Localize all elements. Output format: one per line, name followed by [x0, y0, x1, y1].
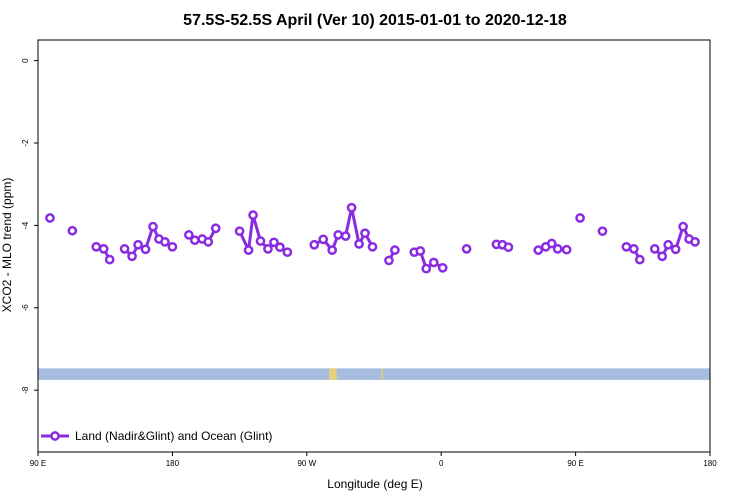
legend: Land (Nadir&Glint) and Ocean (Glint): [41, 429, 272, 443]
x-tick-label: 90 E: [567, 459, 583, 468]
data-point: [690, 237, 700, 247]
data-point: [428, 257, 439, 268]
data-point: [621, 241, 632, 252]
data-point: [282, 247, 293, 258]
ocean-band: [38, 368, 710, 380]
data-point: [663, 239, 674, 250]
y-tick-label: -4: [21, 221, 30, 229]
data-point: [384, 255, 394, 266]
y-tick-label: -6: [21, 304, 30, 312]
legend-label: Land (Nadir&Glint) and Ocean (Glint): [75, 429, 272, 443]
data-point: [503, 242, 514, 253]
x-tick-label: 180: [703, 459, 717, 468]
data-point: [318, 234, 329, 245]
y-axis-label: XCO2 - MLO trend (ppm): [0, 178, 14, 313]
y-axis: 0 -2 -4 -6 -8: [21, 58, 38, 394]
data-point: [346, 202, 357, 213]
data-point: [203, 237, 214, 247]
data-point: [367, 241, 378, 252]
data-point: [67, 225, 78, 236]
data-point: [461, 244, 472, 254]
data-point: [243, 245, 254, 255]
data-point: [248, 210, 258, 220]
data-point: [167, 241, 178, 252]
data-point: [415, 246, 426, 256]
y-tick-label: -8: [21, 386, 30, 394]
legend-marker: [50, 431, 60, 441]
data-point: [255, 236, 266, 246]
data-point: [140, 244, 151, 255]
data-point: [546, 238, 557, 249]
data-point: [160, 237, 170, 247]
data-point: [561, 244, 572, 255]
data-point: [575, 213, 585, 223]
land-ocean-strip: [38, 368, 710, 380]
land-patch: [329, 368, 337, 380]
data-point: [234, 226, 245, 237]
data-point: [597, 226, 608, 237]
data-point: [421, 263, 432, 274]
series-layer: [45, 202, 700, 274]
chart-title: 57.5S-52.5S April (Ver 10) 2015-01-01 to…: [183, 12, 567, 29]
x-tick-label: 0: [439, 459, 444, 468]
data-point: [148, 221, 158, 232]
data-point: [104, 254, 115, 265]
plot-frame: [37, 39, 711, 453]
data-point: [119, 244, 130, 254]
data-point: [183, 230, 194, 240]
data-point: [390, 245, 400, 255]
x-tick-label: 180: [166, 459, 180, 468]
data-point: [263, 244, 273, 254]
x-tick-label: 90 W: [297, 459, 316, 468]
data-point: [309, 239, 320, 250]
data-point: [670, 244, 681, 255]
data-point: [327, 245, 338, 255]
data-point: [269, 237, 279, 248]
data-point: [127, 251, 137, 262]
x-axis: 90 E 180 90 W 0 90 E 180: [30, 452, 717, 468]
data-point: [657, 251, 668, 262]
data-point: [634, 254, 645, 265]
y-tick-label: 0: [21, 58, 30, 63]
data-point: [678, 221, 688, 232]
y-tick-label: -2: [21, 139, 30, 147]
data-point: [649, 244, 660, 254]
data-point: [333, 230, 344, 240]
x-axis-label: Longitude (deg E): [327, 477, 422, 491]
x-tick-label: 90 E: [30, 459, 46, 468]
data-point: [189, 235, 200, 246]
data-point: [552, 244, 563, 254]
data-point: [628, 244, 639, 254]
data-point: [98, 244, 109, 254]
data-point: [533, 245, 544, 255]
land-patch: [381, 368, 383, 380]
data-point: [275, 242, 285, 253]
data-point: [360, 228, 370, 239]
data-point: [210, 223, 221, 234]
data-point: [133, 239, 143, 250]
data-point: [340, 231, 351, 241]
data-point: [91, 241, 102, 252]
data-point: [45, 213, 55, 223]
data-point: [354, 239, 364, 249]
data-point: [437, 262, 448, 273]
